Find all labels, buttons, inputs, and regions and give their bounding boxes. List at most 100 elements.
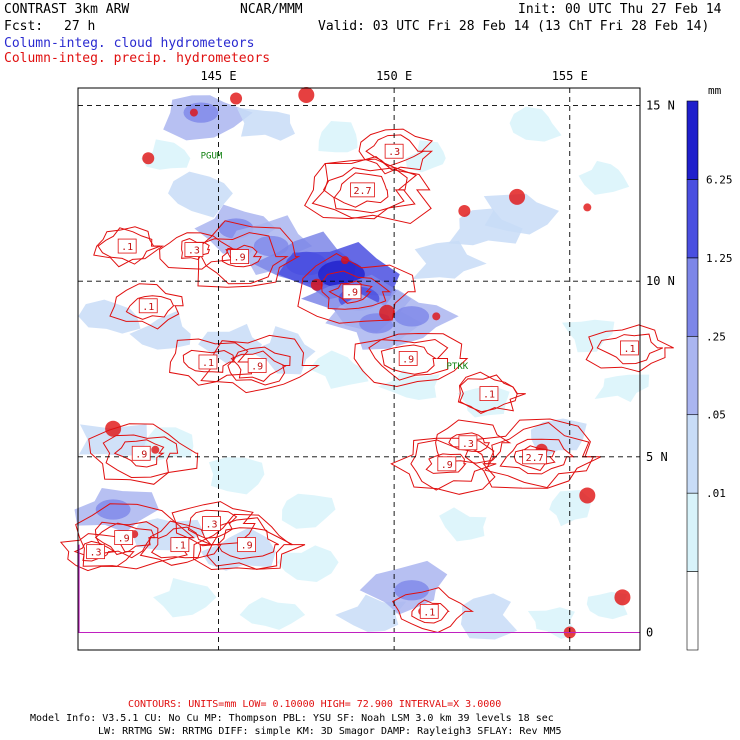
precip-core (509, 188, 526, 205)
lat-tick-label: 5 N (646, 450, 668, 464)
contour-labels: .3 2.7 .1 .3 .9 .9 .1 .1 .9 .9 .1 .1 .3 .9 2.7 .9 .3 .9 .1… (86, 143, 639, 619)
contour-label-box (458, 435, 478, 451)
precip-core (105, 420, 122, 437)
contour-label-box (350, 182, 375, 198)
precip-contour (93, 226, 164, 268)
cloud-fill-cell (460, 593, 518, 640)
plot-frame (77, 87, 641, 651)
precip-contour (187, 509, 238, 539)
contour-label: .9 (342, 284, 362, 300)
cloud-fill-cell (129, 310, 191, 350)
precip-contour (193, 513, 306, 571)
precip-core (340, 256, 349, 265)
contour-label: 2.7 (522, 449, 548, 465)
precip-contour (425, 453, 467, 474)
contour-label-text: .1 (202, 358, 214, 369)
precip-contour (411, 599, 450, 624)
contour-label-text: .9 (234, 253, 246, 264)
contour-label: .9 (437, 456, 457, 472)
precip-contour (113, 439, 165, 468)
cloud-fill-cell (318, 121, 358, 153)
lat-tick-label: 10 N (646, 274, 675, 288)
contour-label-text: .9 (118, 534, 130, 545)
contour-label-box (247, 358, 267, 373)
station-markers: PGUM PTKK (201, 151, 469, 372)
precip-core (432, 312, 441, 321)
contour-label-box (419, 603, 439, 619)
cloud-fill-cell (281, 493, 336, 529)
lon-tick-label: 150 E (376, 69, 412, 83)
field-precip-hydrometeors: Column-integ. precip. hydrometeors (4, 51, 271, 66)
cloud-fill-cell (594, 374, 650, 403)
colorbar-label: .01 (706, 487, 726, 500)
init-time: Init: 00 UTC Thu 27 Feb 14 (518, 2, 722, 17)
contour-label-text: .1 (623, 344, 635, 355)
axis-tick-labels: 145 E 150 E 155 E 0 5 N 10 N 15 N (200, 69, 674, 639)
contour-label: .3 (184, 242, 204, 257)
colorbar-swatch (686, 335, 699, 416)
precip-core (142, 152, 155, 165)
cloud-fill-cell (562, 319, 615, 353)
contour-label-box (138, 298, 158, 314)
precip-contour (171, 501, 256, 547)
contour-label: .9 (114, 530, 134, 545)
colorbar-swatch (686, 414, 699, 494)
station-label: PGUM (201, 151, 223, 161)
precip-contour (169, 338, 253, 386)
cloud-fill-cell (239, 597, 306, 630)
contour-label-box (184, 242, 204, 257)
contour-label-box (202, 516, 221, 531)
precip-contour (297, 253, 416, 324)
contour-label-box (479, 386, 499, 401)
contour-label-text: .3 (205, 520, 217, 531)
cloud-fill-cell (277, 545, 339, 582)
contour-label-box (342, 284, 362, 300)
contour-label-text: .9 (441, 460, 453, 471)
contour-label-text: .1 (174, 541, 186, 552)
precip-contour (88, 423, 199, 485)
precip-contour (333, 172, 389, 208)
precip-hydrometeor-contours (59, 87, 674, 639)
cloud-fill-core (318, 260, 365, 288)
contour-label-box (86, 544, 105, 560)
contour-label-text: .9 (241, 541, 253, 552)
cloud-fill-core (394, 580, 430, 601)
model-title: CONTRAST 3km ARW (4, 2, 130, 17)
cloud-fill-cell (153, 578, 217, 618)
precip-core (298, 87, 315, 104)
contour-label: .9 (247, 358, 267, 373)
lon-tick-label: 145 E (200, 69, 236, 83)
colorbar-swatch (686, 257, 699, 337)
lon-tick-label: 155 E (552, 69, 588, 83)
contour-label: .9 (230, 249, 249, 265)
cloud-fill-core (183, 102, 219, 123)
contour-label-box (114, 530, 134, 545)
contour-label-text: .9 (346, 288, 358, 299)
precip-contour (459, 374, 519, 413)
precip-contour (109, 283, 184, 330)
cloud-fill-cell (308, 350, 369, 389)
contour-label: .1 (419, 603, 439, 619)
contour-label: .1 (138, 298, 158, 314)
contour-label: .3 (202, 516, 221, 531)
precip-contour (216, 527, 279, 560)
colorbar: mm 6.25 1.25 .25 .05 .01 (686, 84, 733, 651)
contour-label: 2.7 (350, 182, 375, 198)
colorbar-label: 1.25 (706, 252, 733, 265)
colorbar-label: .25 (706, 330, 726, 343)
contour-label-box (170, 537, 190, 553)
contour-label-text: .3 (90, 548, 102, 559)
cloud-fill-cell (483, 193, 559, 235)
precip-core (579, 487, 596, 504)
model-info-line2: LW: RRTMG SW: RRTMG DIFF: simple KM: 3D … (98, 726, 562, 737)
contour-label: .9 (131, 445, 151, 461)
cloud-fill-cell (578, 160, 630, 195)
contour-label-box (620, 340, 639, 356)
contour-label: .9 (237, 537, 257, 553)
cloud-fill-core (394, 306, 430, 327)
contour-info: CONTOURS: UNITS=mm LOW= 0.10000 HIGH= 72… (128, 699, 502, 710)
precip-contour (102, 434, 179, 479)
precip-contour (230, 350, 289, 382)
precip-contour (410, 439, 497, 491)
